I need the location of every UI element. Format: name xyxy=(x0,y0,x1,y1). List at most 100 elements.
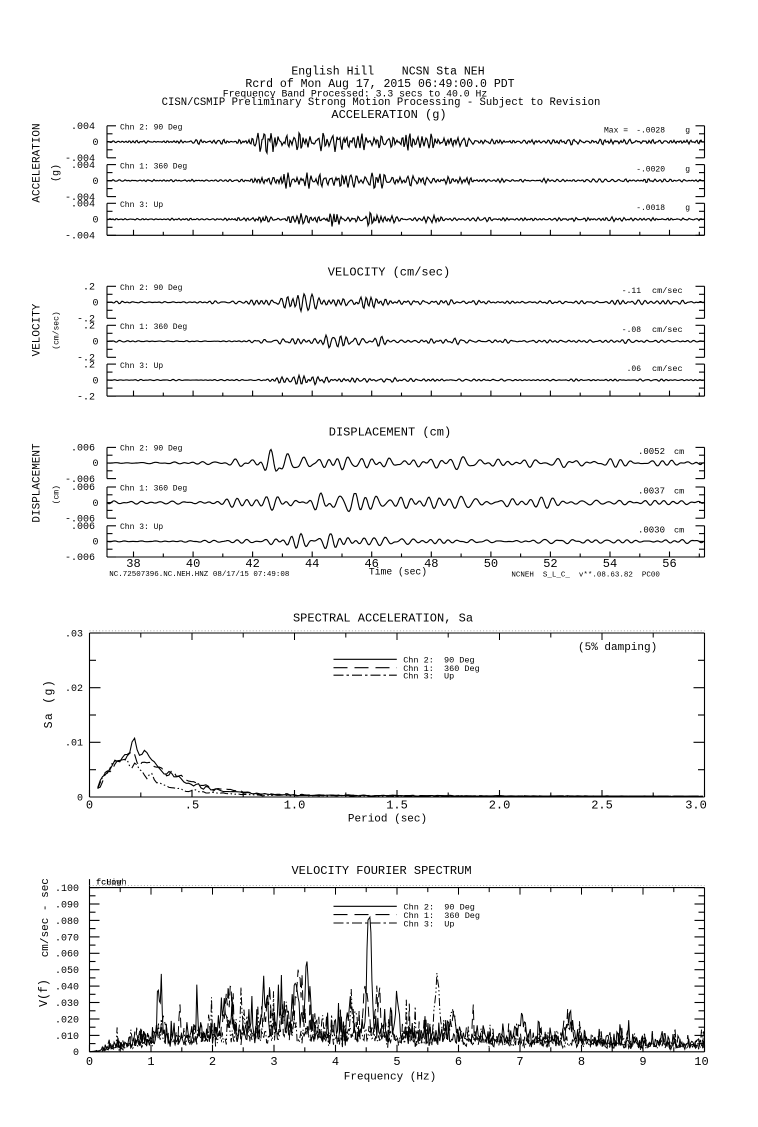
svg-text:0: 0 xyxy=(86,799,93,813)
svg-text:.06: .06 xyxy=(627,365,642,374)
svg-text:NC.72507396.NC.NEH.HNZ 08/17/1: NC.72507396.NC.NEH.HNZ 08/17/15 07:49:08 xyxy=(109,571,289,579)
svg-text:0: 0 xyxy=(92,499,98,510)
svg-text:.030: .030 xyxy=(55,999,79,1010)
svg-text:.090: .090 xyxy=(55,900,79,911)
svg-text:.5: .5 xyxy=(185,799,199,813)
svg-text:Chn 1: 360 Deg: Chn 1: 360 Deg xyxy=(120,162,187,171)
svg-text:-.2: -.2 xyxy=(77,392,95,403)
svg-text:-.006: -.006 xyxy=(65,475,95,486)
svg-text:56: 56 xyxy=(662,557,676,571)
svg-text:42: 42 xyxy=(245,557,259,571)
svg-text:Chn 1: 360 Deg: Chn 1: 360 Deg xyxy=(404,911,481,921)
svg-text:.01: .01 xyxy=(65,739,83,750)
svg-text:9: 9 xyxy=(639,1055,646,1069)
svg-text:cm: cm xyxy=(674,525,684,535)
svg-text:V(f): V(f) xyxy=(38,979,51,1007)
svg-text:0: 0 xyxy=(92,177,98,188)
svg-text:0: 0 xyxy=(92,216,98,227)
svg-text:.03: .03 xyxy=(65,629,83,640)
svg-text:.100: .100 xyxy=(55,884,79,895)
svg-text:cm/sec - sec: cm/sec - sec xyxy=(40,878,52,957)
svg-text:.004: .004 xyxy=(71,200,95,211)
svg-text:3.0: 3.0 xyxy=(685,799,707,813)
svg-text:-.08: -.08 xyxy=(622,326,641,335)
svg-text:.020: .020 xyxy=(55,1015,79,1026)
svg-text:Period (sec): Period (sec) xyxy=(348,814,427,826)
svg-text:(cm): (cm) xyxy=(52,485,61,504)
svg-text:-.0020: -.0020 xyxy=(636,166,665,175)
svg-text:(cm/sec): (cm/sec) xyxy=(52,311,61,349)
svg-text:cm: cm xyxy=(674,447,684,457)
svg-text:1.5: 1.5 xyxy=(386,799,408,813)
svg-text:.0052: .0052 xyxy=(638,447,665,457)
svg-text:1.0: 1.0 xyxy=(284,799,306,813)
svg-text:3: 3 xyxy=(270,1055,277,1069)
svg-text:cm: cm xyxy=(674,487,684,497)
svg-text:g: g xyxy=(685,127,690,136)
svg-text:.004: .004 xyxy=(71,122,95,133)
svg-text:VELOCITY (cm/sec): VELOCITY (cm/sec) xyxy=(328,266,450,280)
svg-text:1: 1 xyxy=(147,1055,154,1069)
svg-text:.050: .050 xyxy=(55,966,79,977)
svg-text:.060: .060 xyxy=(55,950,79,961)
svg-text:ACCELERATION (g): ACCELERATION (g) xyxy=(331,108,446,122)
svg-text:.02: .02 xyxy=(65,684,83,695)
svg-text:0: 0 xyxy=(92,338,98,349)
svg-text:.2: .2 xyxy=(83,322,95,333)
svg-text:(g): (g) xyxy=(51,164,63,182)
svg-text:.2: .2 xyxy=(83,283,95,294)
svg-text:DISPLACEMENT: DISPLACEMENT xyxy=(32,443,44,523)
svg-text:-.2: -.2 xyxy=(77,315,95,326)
svg-text:-.004: -.004 xyxy=(65,193,95,204)
svg-text:Chn 3: Up: Chn 3: Up xyxy=(120,523,163,532)
svg-text:50: 50 xyxy=(484,557,498,571)
svg-text:Chn 1: 360 Deg: Chn 1: 360 Deg xyxy=(120,323,187,332)
svg-text:0: 0 xyxy=(92,376,98,387)
svg-text:-.004: -.004 xyxy=(65,154,95,165)
svg-text:CISN/CSMIP Preliminary Strong: CISN/CSMIP Preliminary Strong Motion Pro… xyxy=(162,97,601,109)
svg-text:.010: .010 xyxy=(55,1032,79,1043)
svg-text:-.006: -.006 xyxy=(65,553,95,564)
svg-text:40: 40 xyxy=(186,557,200,571)
svg-text:VELOCITY FOURIER SPECTRUM: VELOCITY FOURIER SPECTRUM xyxy=(291,864,471,878)
svg-text:NCNEH S_L_C_ v**.08.63.82 P: NCNEH S_L_C_ v**.08.63.82 PC00 xyxy=(511,572,660,580)
svg-text:48: 48 xyxy=(424,557,438,571)
svg-text:46: 46 xyxy=(364,557,378,571)
svg-text:44: 44 xyxy=(305,557,319,571)
svg-text:VELOCITY: VELOCITY xyxy=(32,303,44,356)
svg-text:ACCELERATION: ACCELERATION xyxy=(32,123,44,202)
svg-text:DISPLACEMENT (cm): DISPLACEMENT (cm) xyxy=(329,426,451,440)
svg-text:Max =: Max = xyxy=(604,127,628,136)
svg-text:5: 5 xyxy=(393,1055,400,1069)
svg-text:cm/sec: cm/sec xyxy=(652,364,683,374)
svg-text:52: 52 xyxy=(543,557,557,571)
svg-text:.006: .006 xyxy=(71,522,95,533)
svg-text:g: g xyxy=(685,204,690,213)
svg-text:Chn 3: Up: Chn 3: Up xyxy=(403,672,454,682)
svg-text:-.2: -.2 xyxy=(77,354,95,365)
svg-text:54: 54 xyxy=(603,557,617,571)
svg-text:4: 4 xyxy=(332,1055,339,1069)
svg-text:-.006: -.006 xyxy=(65,514,95,525)
svg-text:fcHigh: fcHigh xyxy=(96,878,127,888)
svg-text:7: 7 xyxy=(516,1055,523,1069)
svg-text:0: 0 xyxy=(73,1048,79,1059)
svg-text:Chn 1: 360 Deg: Chn 1: 360 Deg xyxy=(403,664,480,674)
svg-text:Chn 2: 90 Deg: Chn 2: 90 Deg xyxy=(404,903,475,913)
svg-text:(5% damping): (5% damping) xyxy=(578,642,657,654)
svg-text:0: 0 xyxy=(92,459,98,470)
svg-text:SPECTRAL ACCELERATION, Sa: SPECTRAL ACCELERATION, Sa xyxy=(293,612,473,626)
svg-text:8: 8 xyxy=(578,1055,585,1069)
svg-text:6: 6 xyxy=(455,1055,462,1069)
svg-text:Chn 1: 360 Deg: Chn 1: 360 Deg xyxy=(120,484,187,493)
svg-text:.006: .006 xyxy=(71,444,95,455)
svg-text:0: 0 xyxy=(92,299,98,310)
svg-text:-.004: -.004 xyxy=(65,232,95,243)
svg-text:g: g xyxy=(685,166,690,175)
svg-text:Time (sec): Time (sec) xyxy=(369,567,427,578)
svg-text:.006: .006 xyxy=(71,483,95,494)
svg-text:fcLow: fcLow xyxy=(96,878,122,888)
svg-text:.0030: .0030 xyxy=(638,525,665,535)
svg-text:Chn 2: 90 Deg: Chn 2: 90 Deg xyxy=(120,445,183,454)
svg-text:.040: .040 xyxy=(55,983,79,994)
